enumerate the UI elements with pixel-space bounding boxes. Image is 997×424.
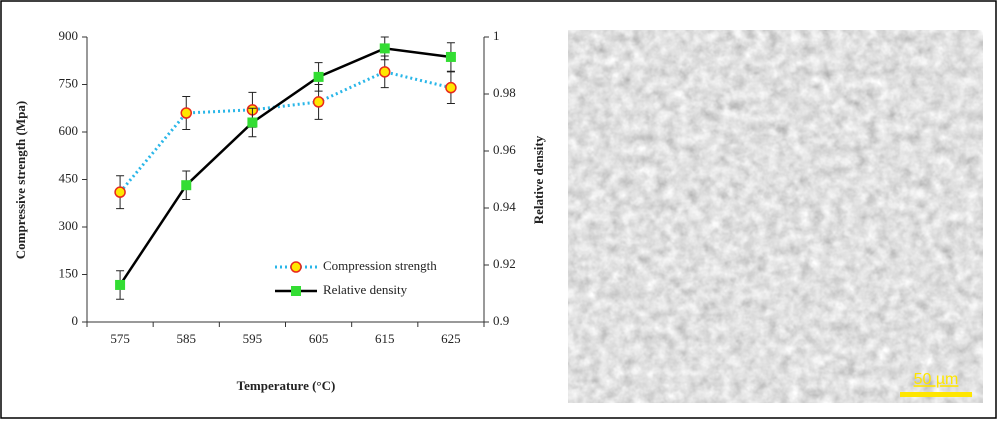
y2-tick-label: 0.9 [493,313,509,328]
y2-tick-label: 0.96 [493,142,516,157]
x-axis-title: Temperature (°C) [237,378,336,393]
y-tick-label: 600 [59,123,79,138]
x-tick-label: 615 [375,331,395,346]
marker [181,180,192,191]
y2-tick-label: 0.98 [493,85,516,100]
x-tick-label: 585 [177,331,197,346]
y-tick-label: 450 [59,170,79,185]
marker [114,186,126,198]
marker [115,279,126,290]
y-tick-label: 0 [72,313,79,328]
marker [247,117,258,128]
marker [379,66,391,78]
marker [379,43,390,54]
x-tick-label: 605 [309,331,329,346]
y2-tick-label: 1 [493,28,500,43]
y2-tick-label: 0.92 [493,256,516,271]
marker [445,81,457,94]
y-tick-label: 900 [59,28,79,43]
marker [312,96,325,108]
y-axis-title: Compressive strength (Mpa) [13,101,28,259]
scale-bar [900,392,972,397]
x-tick-label: 595 [243,331,263,346]
legend-label: Compression strength [323,258,437,273]
y-tick-label: 750 [59,75,79,90]
series-line [118,70,452,194]
legend-marker [290,261,302,273]
series-line [119,47,452,286]
marker [313,71,324,82]
y2-axis-title: Relative density [531,135,546,224]
scale-bar-label: 50 µm [914,371,959,388]
legend-marker [291,286,301,296]
x-tick-label: 575 [110,331,130,346]
marker [180,107,192,119]
y-tick-label: 150 [59,265,79,280]
y-tick-label: 300 [59,218,79,233]
legend-label: Relative density [323,282,408,297]
y2-tick-label: 0.94 [493,199,516,214]
marker [445,51,456,62]
micrograph [568,30,983,403]
x-tick-label: 625 [441,331,461,346]
